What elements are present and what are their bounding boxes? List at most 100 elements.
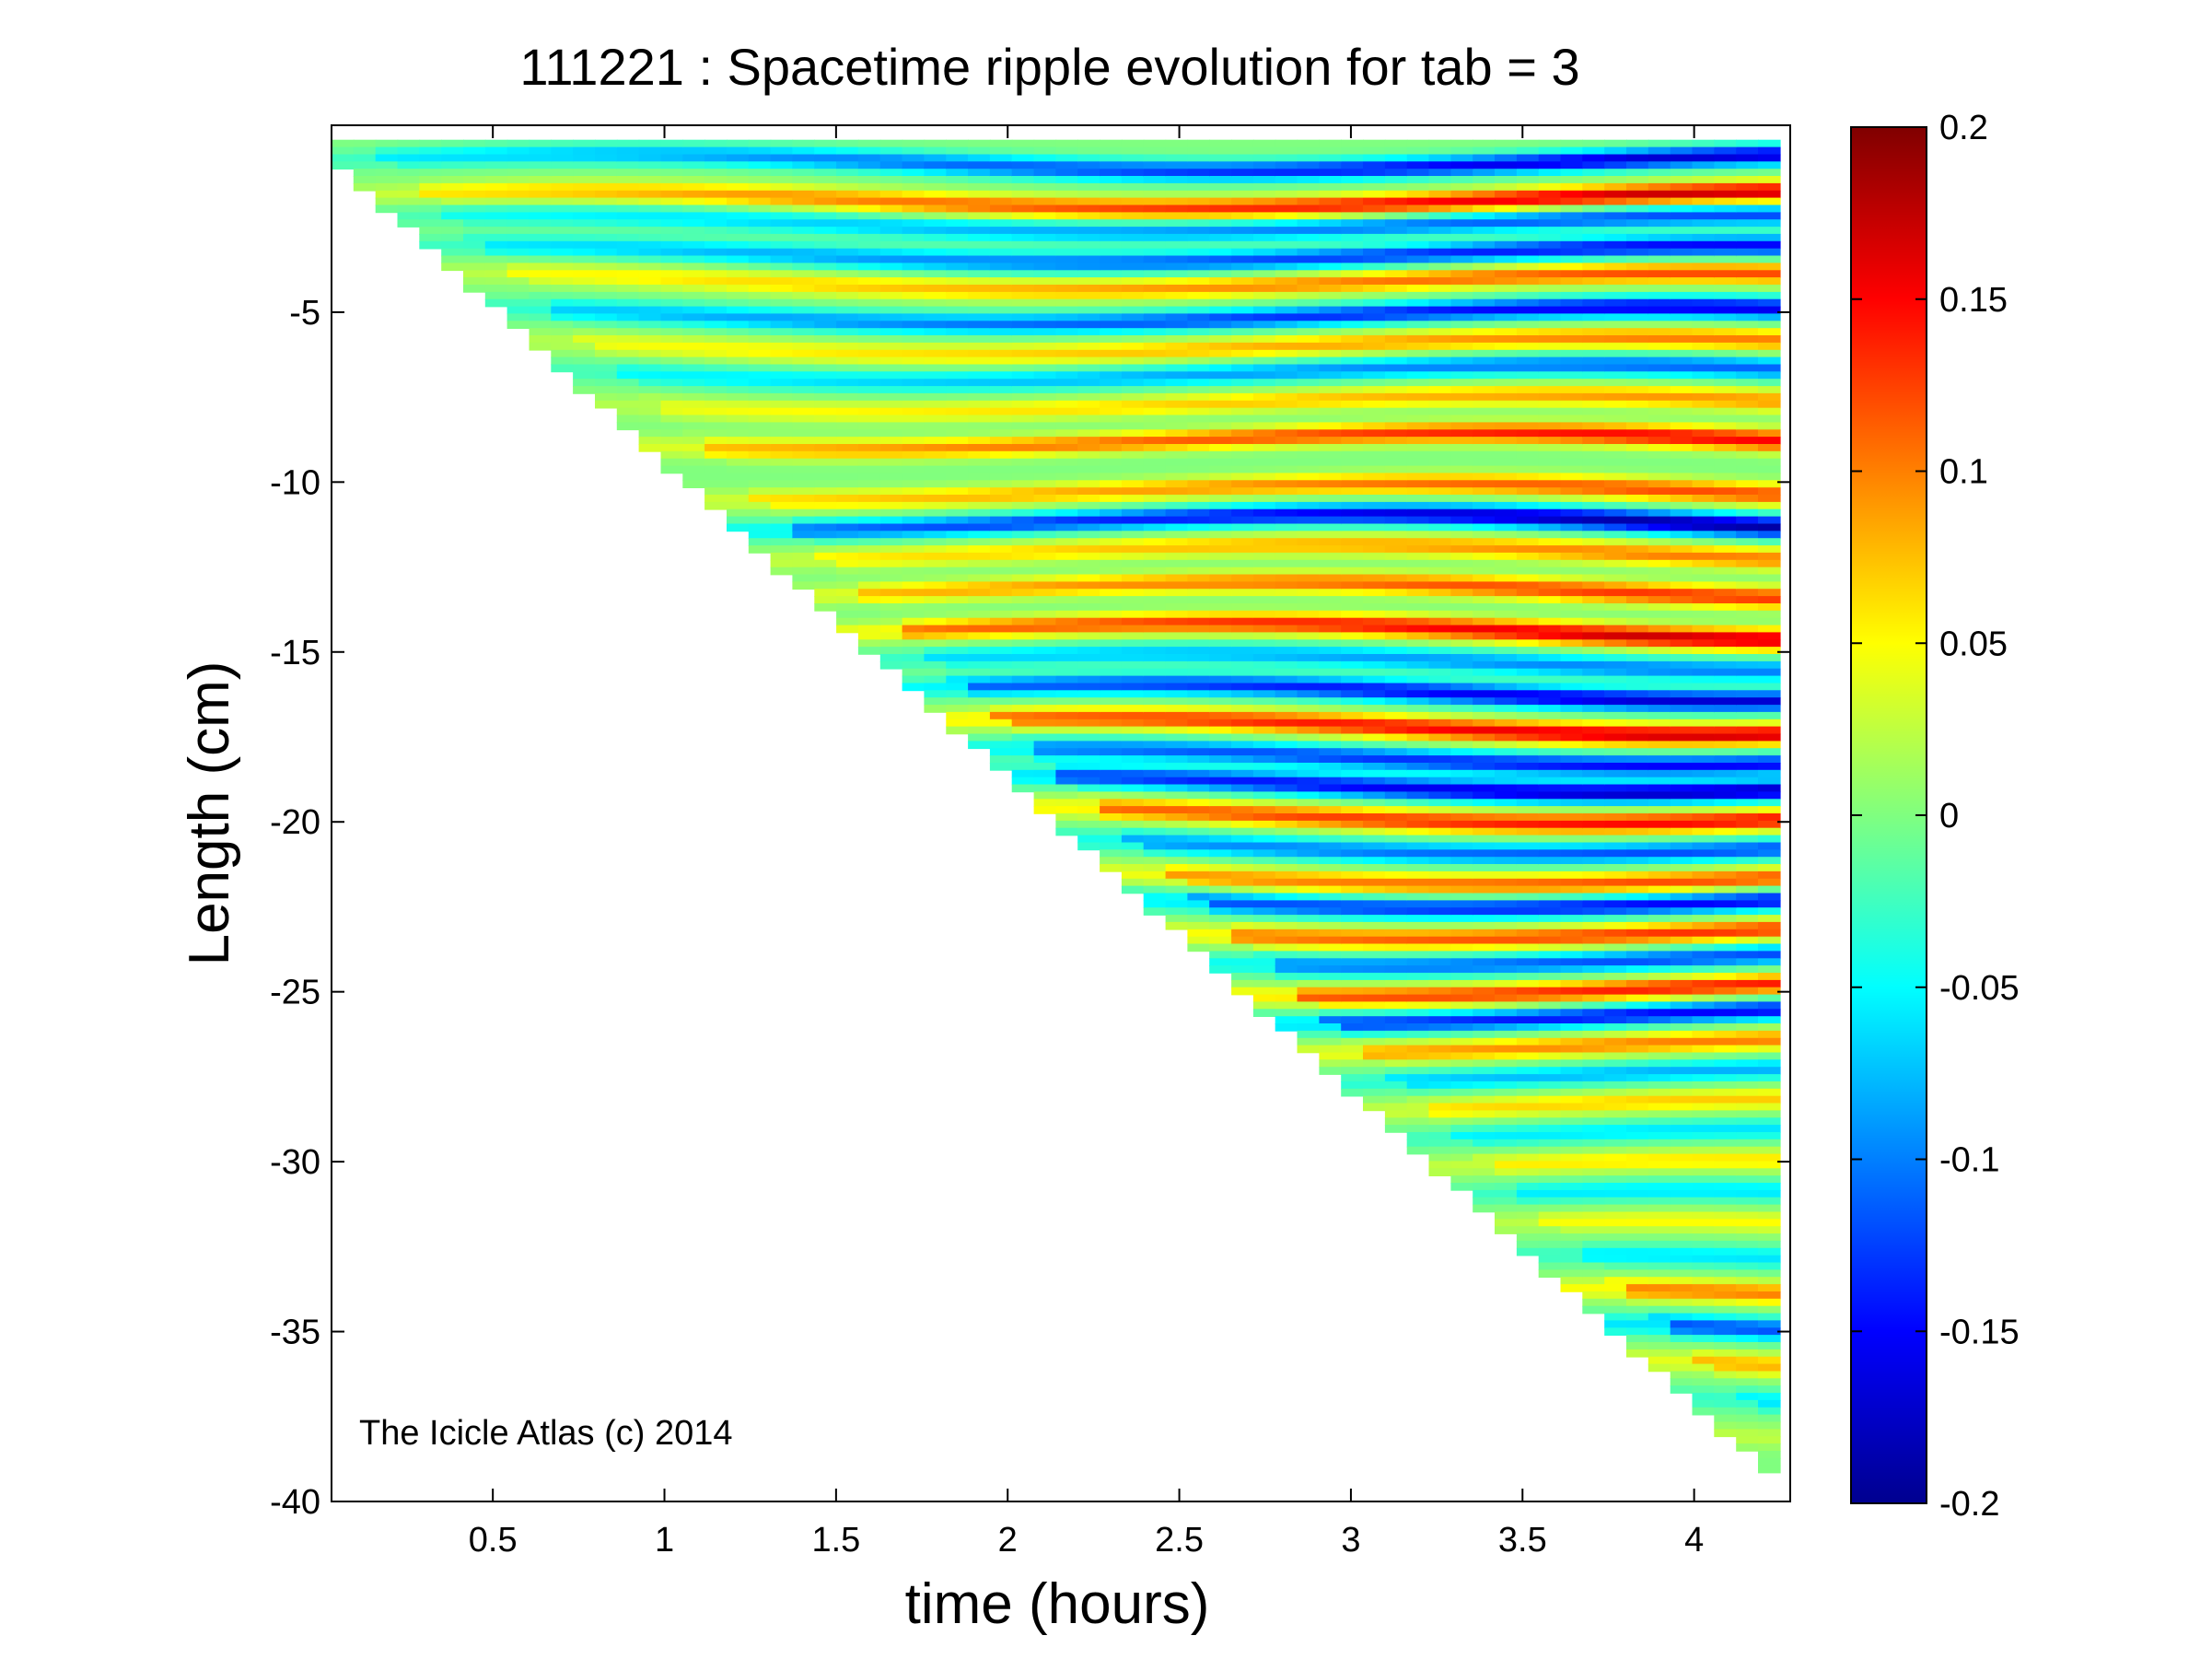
heatmap-cell: [770, 321, 794, 329]
heatmap-cell: [1275, 632, 1298, 641]
heatmap-cell: [1055, 154, 1078, 163]
heatmap-cell: [1033, 400, 1057, 409]
heatmap-cell: [1363, 559, 1386, 568]
heatmap-cell: [1582, 1081, 1605, 1090]
heatmap-cell: [1121, 161, 1145, 169]
heatmap-cell: [1384, 921, 1408, 930]
heatmap-cell: [1077, 820, 1100, 829]
heatmap-cell: [1231, 386, 1254, 394]
heatmap-cell: [792, 559, 815, 568]
heatmap-cell: [1473, 335, 1496, 344]
heatmap-cell: [1055, 197, 1078, 206]
heatmap-cell: [1187, 639, 1210, 648]
heatmap-cell: [1582, 726, 1605, 735]
heatmap-cell: [1319, 979, 1342, 988]
heatmap-cell: [989, 437, 1013, 445]
heatmap-cell: [902, 139, 926, 148]
heatmap-cell: [1055, 349, 1078, 358]
heatmap-cell: [1055, 335, 1078, 344]
heatmap-cell: [1143, 342, 1167, 351]
heatmap-cell: [1297, 313, 1321, 322]
heatmap-cell: [879, 465, 903, 474]
heatmap-cell: [682, 227, 705, 235]
heatmap-cell: [1252, 321, 1276, 329]
heatmap-cell: [1428, 1001, 1452, 1011]
heatmap-cell: [1143, 596, 1167, 604]
heatmap-cell: [748, 227, 772, 235]
heatmap-cell: [1297, 386, 1321, 394]
heatmap-cell: [1384, 379, 1408, 387]
heatmap-cell: [1143, 227, 1167, 235]
heatmap-cell: [1516, 176, 1540, 184]
heatmap-cell: [1275, 885, 1298, 894]
heatmap-cell: [1077, 660, 1100, 670]
heatmap-cell: [1077, 791, 1100, 800]
heatmap-cell: [1187, 726, 1210, 735]
heatmap-cell: [1384, 915, 1408, 923]
heatmap-cell: [1406, 450, 1430, 460]
heatmap-cell: [1187, 523, 1210, 532]
heatmap-cell: [1473, 255, 1496, 264]
heatmap-cell: [1231, 632, 1254, 641]
heatmap-cell: [506, 306, 530, 315]
heatmap-cell: [1341, 951, 1364, 960]
heatmap-cell: [1560, 617, 1584, 626]
heatmap-cell: [902, 298, 926, 308]
heatmap-cell: [924, 328, 947, 336]
heatmap-cell: [1231, 450, 1254, 460]
heatmap-cell: [1428, 603, 1452, 612]
heatmap-cell: [1231, 878, 1254, 887]
heatmap-cell: [1319, 219, 1342, 228]
heatmap-cell: [770, 415, 794, 424]
heatmap-cell: [595, 248, 618, 257]
heatmap-cell: [1406, 610, 1430, 619]
heatmap-cell: [1252, 450, 1276, 460]
heatmap-cell: [1560, 581, 1584, 590]
heatmap-cell: [1450, 921, 1473, 930]
heatmap-cell: [1165, 827, 1189, 836]
heatmap-cell: [1406, 1146, 1430, 1155]
heatmap-cell: [1055, 480, 1078, 488]
heatmap-cell: [1055, 763, 1078, 771]
heatmap-cell: [1209, 458, 1232, 467]
heatmap-cell: [704, 212, 728, 221]
heatmap-cell: [1473, 690, 1496, 698]
heatmap-cell: [857, 190, 881, 199]
heatmap-cell: [1077, 777, 1100, 786]
heatmap-cell: [1341, 921, 1364, 930]
heatmap-cell: [1582, 1183, 1605, 1191]
heatmap-cell: [1077, 197, 1100, 206]
heatmap-cell: [1209, 878, 1232, 887]
heatmap-cell: [1428, 487, 1452, 496]
heatmap-cell: [1363, 465, 1386, 474]
heatmap-cell: [924, 429, 947, 438]
heatmap-cell: [1428, 900, 1452, 909]
heatmap-cell: [1406, 864, 1430, 872]
heatmap-cell: [946, 342, 969, 351]
heatmap-cell: [1560, 1016, 1584, 1024]
heatmap-cell: [1560, 523, 1584, 532]
heatmap-cell: [1033, 799, 1057, 807]
heatmap-cell: [1363, 675, 1386, 684]
heatmap-cell: [792, 212, 815, 221]
heatmap-cell: [1143, 893, 1167, 902]
heatmap-cell: [1384, 154, 1408, 163]
heatmap-cell: [1033, 204, 1057, 214]
heatmap-cell: [529, 321, 553, 329]
heatmap-cell: [770, 161, 794, 169]
heatmap-cell: [682, 415, 705, 424]
heatmap-cell: [1121, 212, 1145, 221]
heatmap-cell: [857, 516, 881, 525]
heatmap-cell: [1363, 255, 1386, 264]
heatmap-cell: [1077, 733, 1100, 742]
heatmap-cell: [1100, 516, 1123, 525]
heatmap-cell: [989, 763, 1013, 771]
heatmap-cell: [1516, 240, 1540, 250]
heatmap-cell: [1252, 660, 1276, 670]
heatmap-cell: [1165, 567, 1189, 576]
heatmap-cell: [573, 328, 596, 336]
heatmap-cell: [1077, 422, 1100, 431]
heatmap-cell: [1473, 784, 1496, 793]
heatmap-cell: [529, 248, 553, 257]
heatmap-cell: [1473, 342, 1496, 351]
